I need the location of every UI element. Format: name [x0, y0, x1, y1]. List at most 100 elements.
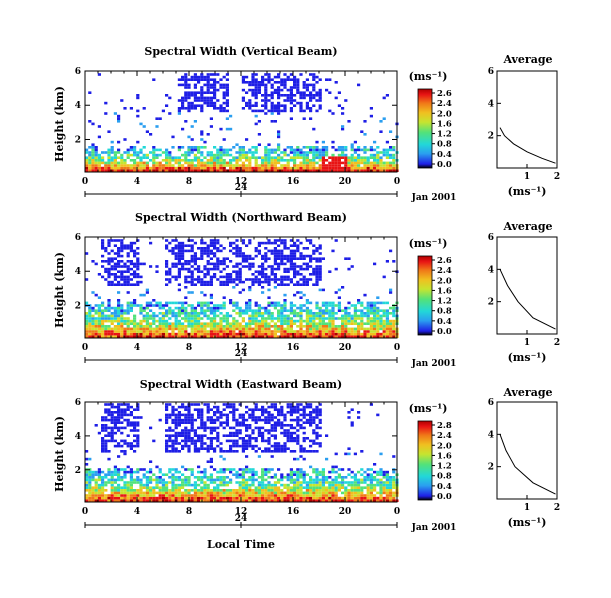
heat-cell	[101, 483, 105, 487]
heat-cell	[302, 304, 306, 307]
heat-cell	[373, 476, 377, 479]
heat-cell	[225, 332, 229, 336]
heat-cell	[158, 164, 162, 167]
heat-cell	[222, 457, 226, 461]
heat-cell	[305, 413, 309, 417]
heat-cell	[187, 148, 191, 152]
heat-cell	[136, 330, 140, 333]
heat-cell	[309, 148, 313, 152]
heat-cell	[248, 496, 252, 500]
heat-cell	[273, 322, 277, 325]
heat-cell	[325, 330, 329, 333]
heat-cell	[334, 81, 338, 84]
heat-cell	[129, 273, 133, 276]
heat-cell	[203, 265, 207, 268]
heat-cell	[145, 478, 149, 482]
heat-cell	[309, 73, 313, 76]
heat-cell	[325, 327, 329, 331]
heat-cell	[245, 499, 249, 502]
heat-cell	[158, 161, 162, 165]
heat-cell	[161, 325, 165, 328]
heat-cell	[225, 494, 229, 497]
heat-cell	[241, 99, 245, 102]
heat-cell	[155, 486, 159, 489]
heat-cell	[117, 275, 121, 279]
heat-cell	[113, 416, 117, 419]
heat-cell	[270, 489, 274, 492]
heat-cell	[123, 408, 127, 411]
heat-cell	[174, 306, 178, 310]
heat-cell	[369, 486, 373, 489]
heat-cell	[117, 148, 121, 152]
heat-cell	[334, 327, 338, 331]
heat-cell	[251, 499, 255, 502]
heat-cell	[293, 262, 297, 266]
heat-cell	[318, 444, 322, 448]
heat-cell	[254, 73, 258, 76]
heat-cell	[158, 418, 162, 422]
heat-cell	[312, 249, 316, 253]
heat-cell	[91, 146, 95, 149]
heat-cell	[126, 405, 130, 409]
heat-cell	[382, 473, 386, 476]
heat-cell	[181, 99, 185, 102]
heat-cell	[113, 112, 117, 115]
heat-cell	[184, 306, 188, 310]
heat-cell	[136, 424, 140, 427]
heat-cell	[379, 151, 383, 154]
heat-cell	[289, 99, 293, 102]
heat-cell	[273, 405, 277, 409]
heat-cell	[120, 249, 124, 253]
heat-cell	[209, 421, 213, 424]
heat-cell	[270, 267, 274, 271]
heat-cell	[222, 327, 226, 331]
heat-cell	[289, 73, 293, 76]
heat-cell	[174, 413, 178, 417]
heat-cell	[296, 494, 300, 497]
heat-cell	[293, 270, 297, 273]
heat-cell	[145, 481, 149, 484]
heat-cell	[219, 159, 223, 162]
heat-cell	[165, 473, 169, 476]
heat-cell	[289, 117, 293, 120]
heat-cell	[110, 148, 114, 152]
heat-cell	[264, 83, 268, 87]
heat-cell	[366, 148, 370, 152]
heat-cell	[392, 335, 396, 338]
heat-cell	[165, 416, 169, 419]
heat-cell	[209, 78, 213, 81]
heat-cell	[139, 478, 143, 482]
heat-cell	[133, 319, 137, 323]
heat-cell	[293, 312, 297, 315]
heat-cell	[347, 322, 351, 325]
heat-cell	[113, 444, 117, 448]
heat-cell	[325, 481, 329, 484]
heat-cell	[277, 101, 281, 105]
heat-cell	[155, 265, 159, 268]
heat-cell	[168, 317, 172, 320]
heat-cell	[110, 470, 114, 474]
heat-cell	[209, 164, 213, 167]
heat-cell	[241, 151, 245, 154]
heat-cell	[222, 283, 226, 286]
heat-cell	[107, 411, 111, 414]
heat-cell	[129, 319, 133, 323]
y-tick-label: 2	[75, 135, 81, 145]
date-label: Jan 2001	[411, 193, 457, 203]
heat-cell	[225, 275, 229, 279]
heat-cell	[216, 330, 220, 333]
heat-cell	[197, 483, 201, 487]
heat-cell	[123, 138, 127, 141]
heat-cell	[193, 335, 197, 338]
heat-cell	[117, 486, 121, 489]
heat-cell	[273, 494, 277, 497]
heat-cell	[280, 252, 284, 255]
heat-cell	[229, 153, 233, 157]
heat-cell	[245, 405, 249, 409]
heat-cell	[197, 91, 201, 94]
heat-cell	[254, 403, 258, 406]
heat-cell	[296, 330, 300, 333]
heat-cell	[110, 418, 114, 422]
heat-cell	[273, 481, 277, 484]
heat-cell	[238, 151, 242, 154]
